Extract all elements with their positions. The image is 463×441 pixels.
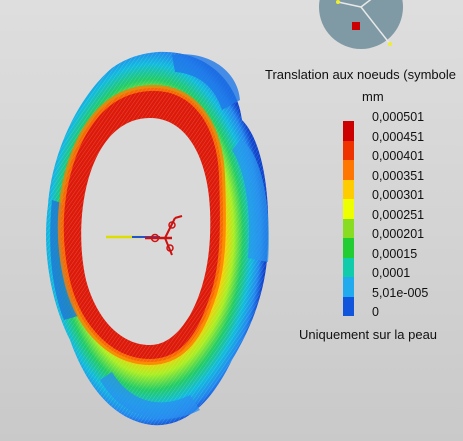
legend-swatch bbox=[343, 238, 354, 258]
compass-axis-3 bbox=[360, 0, 372, 8]
lobe-top-right bbox=[172, 54, 240, 110]
mesh-ring bbox=[46, 51, 269, 426]
lobe-bottom bbox=[100, 372, 200, 419]
legend-unit: mm bbox=[362, 89, 384, 104]
compass-disc bbox=[319, 0, 403, 49]
mesh-hole bbox=[81, 118, 211, 345]
legend-swatch bbox=[343, 218, 354, 238]
legend-footer: Uniquement sur la peau bbox=[299, 327, 438, 342]
compass-widget[interactable] bbox=[318, 0, 404, 50]
compass-point-1 bbox=[336, 0, 340, 4]
legend-tick-label: 5,01e-005 bbox=[372, 285, 429, 300]
leg-up-marker bbox=[168, 221, 176, 229]
legend-tick-label: 0,000301 bbox=[372, 188, 425, 202]
legend-tick-label: 0,000451 bbox=[372, 129, 425, 144]
leg-top bbox=[174, 215, 183, 219]
legend-swatch bbox=[343, 296, 354, 316]
legend-swatch bbox=[343, 140, 354, 160]
compass-marker-icon bbox=[352, 22, 360, 30]
compass-axis-2 bbox=[360, 6, 391, 45]
leg-down-marker bbox=[166, 244, 174, 252]
legend-swatch bbox=[343, 257, 354, 277]
legend-tick-label: 0,000351 bbox=[372, 168, 425, 183]
legend-tick-label: 0,000201 bbox=[372, 227, 425, 241]
leg-down bbox=[164, 237, 173, 256]
legend-tick-label: 0,000501 bbox=[372, 110, 425, 124]
origin-marker bbox=[150, 233, 160, 243]
legend-tick-label: 0 bbox=[372, 305, 379, 319]
legend-swatch bbox=[343, 179, 354, 199]
legend-tick-label: 0,0001 bbox=[372, 266, 411, 280]
compass-axis-1 bbox=[337, 1, 362, 8]
legend-tick-label: 0,000251 bbox=[372, 207, 425, 222]
legend-swatch bbox=[343, 160, 354, 180]
axis-triad bbox=[106, 215, 183, 256]
legend-title: Translation aux noeuds (symbole bbox=[265, 67, 457, 82]
compass-point-2 bbox=[388, 42, 392, 46]
legend-tick-label: 0,00015 bbox=[372, 246, 418, 261]
legend-swatch bbox=[343, 199, 354, 219]
lobe-right bbox=[232, 140, 269, 262]
legend-swatch bbox=[343, 121, 354, 141]
legend-swatch bbox=[343, 277, 354, 297]
legend-tick-label: 0,000401 bbox=[372, 149, 425, 163]
